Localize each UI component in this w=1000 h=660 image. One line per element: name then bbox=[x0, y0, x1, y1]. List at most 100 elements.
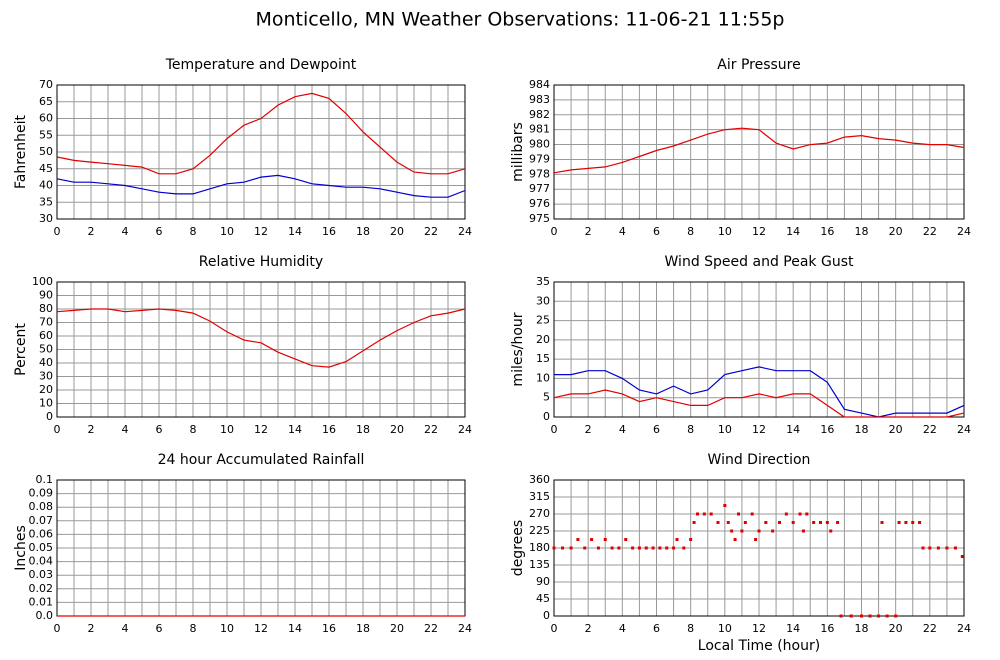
x-tick-label: 16 bbox=[322, 423, 336, 436]
data-point bbox=[860, 614, 863, 618]
data-point bbox=[726, 521, 730, 524]
x-tick-label: 8 bbox=[687, 622, 694, 635]
data-line bbox=[56, 174, 466, 198]
y-tick-label: 977 bbox=[529, 182, 550, 195]
data-point bbox=[849, 614, 853, 618]
x-tick-label: 10 bbox=[220, 423, 234, 436]
data-point bbox=[801, 529, 805, 533]
data-point bbox=[921, 546, 925, 550]
y-tick-label: 135 bbox=[529, 558, 550, 571]
x-tick-label: 2 bbox=[585, 225, 592, 238]
y-tick-label: 20 bbox=[536, 333, 550, 346]
y-tick-label: 5 bbox=[543, 391, 550, 404]
data-point bbox=[651, 546, 655, 550]
x-tick-label: 0 bbox=[551, 225, 558, 238]
x-tick-label: 14 bbox=[786, 225, 800, 238]
x-tick-label: 18 bbox=[855, 225, 869, 238]
y-tick-label: 984 bbox=[529, 78, 550, 91]
y-tick-label: 975 bbox=[529, 212, 550, 225]
y-axis-label: Percent bbox=[13, 323, 29, 376]
x-tick-label: 14 bbox=[288, 423, 302, 436]
data-point bbox=[784, 512, 788, 516]
x-tick-label: 6 bbox=[156, 225, 163, 238]
y-axis-label: millibars bbox=[510, 122, 526, 182]
y-tick-label: 25 bbox=[536, 314, 550, 327]
x-tick-label: 20 bbox=[889, 622, 903, 635]
y-tick-label: 0.08 bbox=[29, 500, 54, 513]
data-point bbox=[897, 521, 901, 524]
x-tick-label: 2 bbox=[88, 622, 95, 635]
data-point bbox=[812, 521, 816, 524]
y-tick-label: 70 bbox=[39, 78, 53, 91]
y-tick-label: 60 bbox=[39, 112, 53, 125]
data-point bbox=[692, 521, 696, 524]
x-tick-label: 12 bbox=[254, 225, 268, 238]
data-point bbox=[561, 546, 565, 550]
y-tick-label: 55 bbox=[39, 128, 53, 141]
y-tick-label: 225 bbox=[529, 524, 550, 537]
x-tick-label: 8 bbox=[687, 423, 694, 436]
data-point bbox=[819, 521, 822, 524]
data-point bbox=[829, 529, 833, 533]
y-tick-label: 979 bbox=[529, 152, 550, 165]
data-point bbox=[658, 546, 662, 550]
y-tick-label: 180 bbox=[529, 541, 550, 554]
y-tick-label: 80 bbox=[39, 302, 53, 315]
data-point bbox=[885, 614, 889, 618]
y-tick-label: 982 bbox=[529, 108, 550, 121]
x-tick-label: 20 bbox=[390, 423, 404, 436]
chart-title: Relative Humidity bbox=[199, 254, 323, 270]
y-tick-label: 35 bbox=[39, 195, 53, 208]
data-point bbox=[953, 546, 957, 550]
x-tick-label: 16 bbox=[820, 225, 834, 238]
y-axis-label: Fahrenheit bbox=[13, 114, 29, 189]
chart-title: Air Pressure bbox=[717, 57, 800, 73]
data-point bbox=[672, 546, 676, 550]
x-tick-label: 18 bbox=[855, 423, 869, 436]
y-tick-label: 0.01 bbox=[29, 595, 54, 608]
x-tick-label: 0 bbox=[551, 423, 558, 436]
y-tick-label: 0 bbox=[543, 410, 550, 423]
x-tick-label: 22 bbox=[923, 622, 937, 635]
plot-frame bbox=[553, 84, 965, 220]
data-point bbox=[750, 512, 754, 516]
y-tick-label: 10 bbox=[39, 397, 53, 410]
x-tick-label: 20 bbox=[889, 225, 903, 238]
data-point bbox=[709, 512, 713, 516]
data-point bbox=[596, 546, 600, 550]
y-tick-label: 0 bbox=[543, 609, 550, 622]
chart-title: Temperature and Dewpoint bbox=[165, 57, 357, 73]
y-tick-label: 30 bbox=[39, 370, 53, 383]
data-point bbox=[723, 504, 727, 507]
data-point bbox=[644, 546, 648, 550]
x-tick-label: 20 bbox=[889, 423, 903, 436]
x-tick-label: 10 bbox=[718, 225, 732, 238]
x-tick-label: 6 bbox=[653, 423, 660, 436]
data-point bbox=[603, 538, 607, 541]
x-axis-label: Local Time (hour) bbox=[698, 638, 820, 654]
data-point bbox=[740, 529, 744, 533]
x-tick-label: 24 bbox=[458, 423, 472, 436]
data-point bbox=[911, 521, 915, 524]
x-tick-label: 24 bbox=[957, 622, 971, 635]
x-tick-label: 24 bbox=[957, 225, 971, 238]
x-tick-label: 12 bbox=[254, 423, 268, 436]
data-point bbox=[610, 546, 614, 550]
data-point bbox=[637, 546, 641, 550]
chart-title: Wind Direction bbox=[708, 452, 811, 468]
x-tick-label: 0 bbox=[54, 423, 61, 436]
data-point bbox=[569, 546, 573, 550]
y-tick-label: 980 bbox=[529, 138, 550, 151]
y-tick-label: 35 bbox=[536, 275, 550, 288]
data-point bbox=[583, 546, 587, 550]
y-tick-label: 0.05 bbox=[29, 541, 54, 554]
x-tick-label: 22 bbox=[424, 225, 438, 238]
x-tick-label: 22 bbox=[424, 622, 438, 635]
y-tick-label: 0.02 bbox=[29, 582, 54, 595]
x-tick-label: 18 bbox=[356, 423, 370, 436]
x-tick-label: 22 bbox=[424, 423, 438, 436]
x-tick-label: 14 bbox=[288, 225, 302, 238]
data-point bbox=[757, 529, 761, 533]
x-tick-label: 22 bbox=[923, 423, 937, 436]
